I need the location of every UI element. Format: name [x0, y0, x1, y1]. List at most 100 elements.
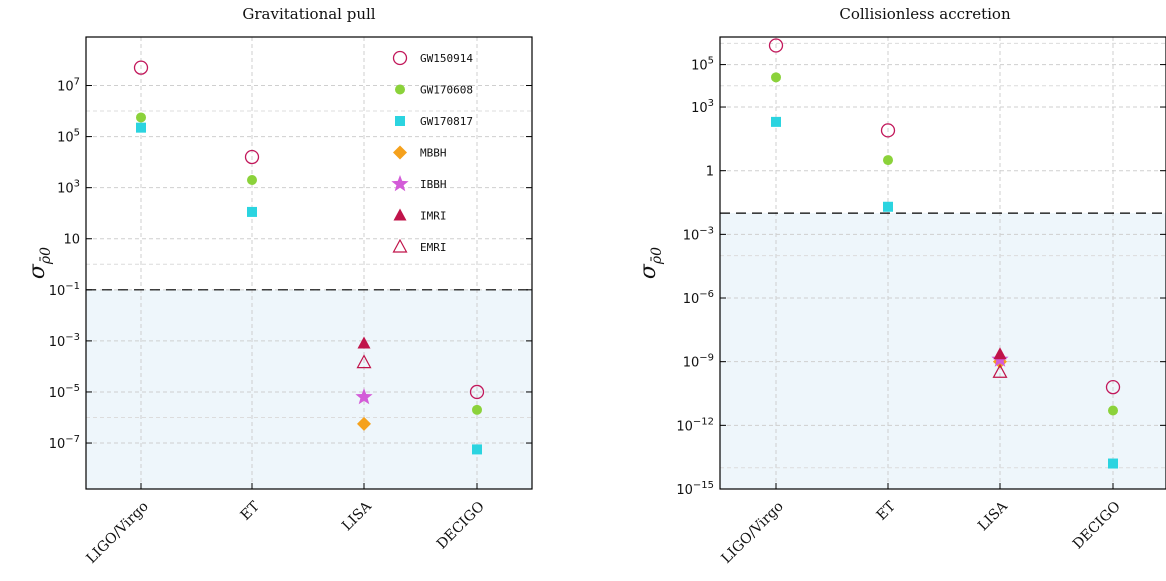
legend-marker-EMRI	[392, 238, 408, 253]
data-point-IMRI-1	[357, 336, 371, 349]
y-tick-label-1-exp: −15	[693, 480, 714, 491]
legend-marker-IMRI	[393, 208, 407, 221]
y-tick-label-7-base: 10	[57, 131, 74, 146]
legend-label-GW150914: GW150914	[420, 52, 473, 65]
y-tick-label-2-exp: −12	[693, 416, 714, 427]
y-tick-label-4-exp: −6	[699, 289, 714, 300]
y-tick-label-7-exp: 3	[708, 98, 714, 109]
x-tick-label-2: ET	[238, 498, 264, 524]
data-point-GW150914-2	[880, 123, 896, 138]
y-tick-label-3-exp: −3	[65, 332, 80, 343]
y-tick-label-7-exp: 5	[74, 128, 80, 139]
data-point-GW170608-2	[883, 155, 893, 166]
data-point-GW170608-1	[771, 72, 781, 83]
x-tick-label-4: DECIGO	[1070, 499, 1124, 553]
y-tick-label-1: 10−7	[49, 434, 80, 452]
data-point-EMRI-1	[356, 354, 372, 369]
y-tick-label-5: 10−3	[683, 225, 714, 243]
data-point-GW170817-2	[883, 201, 893, 212]
y-tick-label-6-base: 10	[57, 182, 74, 197]
y-tick-label-3-base: 10	[49, 335, 66, 350]
y-tick-label-4: 10−6	[683, 289, 714, 307]
data-point-EMRI-1	[992, 364, 1008, 378]
y-tick-label-2: 10−12	[676, 416, 714, 434]
y-tick-label-1-base: 10	[676, 483, 693, 498]
y-tick-label-8: 105	[691, 56, 714, 74]
data-point-GW170817-1	[136, 122, 146, 133]
x-tick-label-1: LIGO/Virgo	[83, 499, 151, 567]
y-tick-label-3: 10−9	[683, 353, 714, 371]
x-tick-label-4: DECIGO	[434, 499, 488, 553]
y-tick-label-4-base: 10	[683, 292, 700, 307]
chart-title: Gravitational pull	[242, 5, 375, 23]
y-tick-label-1-exp: −7	[65, 434, 80, 445]
legend-marker-MBBH	[393, 145, 407, 160]
y-tick-label-5-base: 10	[683, 228, 700, 243]
y-tick-label-3-base: 10	[683, 356, 700, 371]
data-point-MBBH-1	[357, 416, 371, 431]
legend-marker-GW170817	[395, 116, 405, 126]
y-axis-label-subscript: ρ̄0	[649, 247, 665, 265]
data-point-IMRI-1	[993, 347, 1007, 360]
legend-label-MBBH: MBBH	[420, 147, 447, 160]
data-point-GW170608-3	[472, 404, 482, 415]
legend-label-EMRI: EMRI	[420, 241, 447, 254]
data-point-GW170608-3	[1108, 405, 1118, 416]
legend-label-IMRI: IMRI	[420, 210, 447, 223]
axes-frame	[719, 36, 1166, 490]
axes-frame	[85, 36, 533, 490]
y-tick-label-2-exp: −5	[65, 383, 80, 394]
data-point-GW150914-3	[469, 384, 485, 400]
y-axis-label: σρ̄0	[636, 247, 665, 279]
y-tick-label-5-base: 10	[63, 233, 80, 248]
y-axis-label-symbol: σ	[636, 263, 661, 279]
legend-marker-GW150914	[392, 50, 408, 66]
y-tick-label-8-base: 10	[691, 59, 708, 74]
data-point-GW150914-1	[768, 38, 784, 53]
data-point-GW170608-2	[247, 175, 257, 186]
y-tick-label-5-exp: −3	[699, 225, 714, 236]
data-point-GW170817-1	[771, 116, 781, 127]
data-point-IBBH-1	[355, 388, 373, 405]
y-tick-label-6-base: 1	[706, 165, 714, 180]
y-axis-label-subscript: ρ̄0	[38, 247, 54, 265]
x-tick-label-3: LISA	[975, 498, 1011, 534]
y-tick-label-4-exp: −1	[65, 281, 80, 292]
y-tick-label-7: 105	[57, 128, 80, 146]
y-axis-label-symbol: σ	[25, 263, 50, 279]
legend-marker-GW170608	[395, 84, 405, 95]
x-tick-label-3: LISA	[339, 498, 375, 534]
y-tick-label-7: 103	[691, 98, 714, 116]
y-tick-label-2: 10−5	[49, 383, 80, 401]
y-tick-label-2-base: 10	[49, 386, 66, 401]
y-tick-label-6-exp: 3	[74, 179, 80, 190]
y-tick-label-3: 10−3	[49, 332, 80, 350]
y-tick-label-4-base: 10	[49, 284, 66, 299]
y-tick-label-8-exp: 7	[74, 77, 80, 88]
chart-title: Collisionless accretion	[839, 5, 1011, 23]
legend-label-GW170608: GW170608	[420, 84, 473, 97]
y-tick-label-2-base: 10	[676, 419, 693, 434]
legend-marker-IBBH	[391, 175, 409, 192]
data-point-GW170817-3	[1108, 458, 1118, 469]
y-axis-label: σρ̄0	[25, 247, 54, 279]
y-tick-label-7-base: 10	[691, 101, 708, 116]
legend-label-IBBH: IBBH	[420, 178, 447, 191]
x-tick-label-1: LIGO/Virgo	[718, 499, 786, 567]
y-tick-label-3-exp: −9	[699, 353, 714, 364]
y-tick-label-5: 10	[63, 233, 80, 248]
data-point-GW170608-1	[136, 112, 146, 123]
y-tick-label-8: 107	[57, 77, 80, 95]
y-tick-label-1-base: 10	[49, 437, 66, 452]
data-point-GW150914-2	[244, 149, 260, 165]
sensitivity-band	[86, 289, 532, 489]
data-point-GW170817-3	[472, 444, 482, 455]
y-tick-label-8-base: 10	[57, 80, 74, 95]
data-point-GW170817-2	[247, 206, 257, 217]
legend-label-GW170817: GW170817	[420, 115, 473, 128]
x-tick-label-2: ET	[874, 498, 900, 524]
y-tick-label-8-exp: 5	[708, 56, 714, 67]
